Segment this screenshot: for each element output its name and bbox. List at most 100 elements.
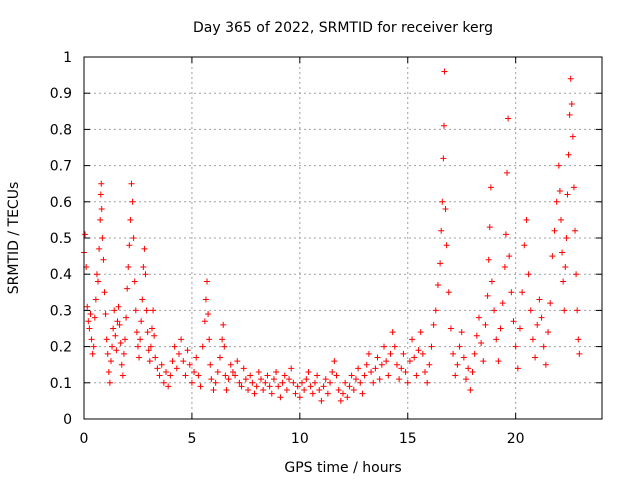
data-point bbox=[136, 354, 143, 361]
data-point bbox=[314, 372, 321, 379]
data-point bbox=[257, 376, 264, 383]
data-point bbox=[460, 354, 467, 361]
data-point bbox=[568, 101, 575, 108]
x-tick-label: 0 bbox=[80, 431, 89, 447]
data-point bbox=[264, 372, 271, 379]
data-point bbox=[542, 361, 549, 368]
data-point bbox=[512, 343, 519, 350]
data-point bbox=[101, 289, 108, 296]
data-point bbox=[547, 300, 554, 307]
data-point bbox=[210, 387, 217, 394]
data-point bbox=[557, 216, 564, 223]
data-point bbox=[279, 379, 286, 386]
data-point bbox=[393, 361, 400, 368]
data-point bbox=[151, 332, 158, 339]
data-point bbox=[283, 387, 290, 394]
x-tick-label: 15 bbox=[399, 431, 417, 447]
data-point bbox=[473, 332, 480, 339]
data-point bbox=[458, 329, 465, 336]
data-point bbox=[430, 321, 437, 328]
data-point bbox=[87, 311, 94, 318]
data-point bbox=[169, 358, 176, 365]
data-point bbox=[156, 372, 163, 379]
data-point bbox=[340, 390, 346, 397]
data-point bbox=[163, 368, 170, 375]
data-point bbox=[482, 321, 489, 328]
data-point bbox=[370, 379, 377, 386]
data-point bbox=[549, 253, 556, 260]
data-point bbox=[298, 379, 305, 386]
data-point bbox=[309, 390, 316, 397]
data-point bbox=[348, 372, 355, 379]
data-point bbox=[251, 390, 258, 397]
y-tick-label: 1 bbox=[63, 50, 72, 66]
data-point bbox=[106, 379, 113, 386]
data-point bbox=[566, 111, 573, 118]
data-point bbox=[475, 314, 482, 321]
data-point bbox=[505, 115, 512, 122]
data-point bbox=[400, 350, 407, 357]
data-point bbox=[191, 368, 198, 375]
data-points bbox=[81, 68, 583, 404]
data-point bbox=[570, 184, 577, 191]
data-point bbox=[85, 318, 92, 325]
x-axis-label: GPS time / hours bbox=[284, 460, 401, 476]
data-point bbox=[532, 354, 539, 361]
data-point bbox=[160, 379, 167, 386]
data-point bbox=[342, 379, 349, 386]
data-point bbox=[303, 376, 310, 383]
data-point bbox=[268, 390, 275, 397]
data-point bbox=[195, 372, 202, 379]
data-point bbox=[536, 296, 543, 303]
data-point bbox=[563, 235, 570, 241]
data-point bbox=[266, 383, 273, 390]
data-point bbox=[441, 68, 448, 75]
data-point bbox=[383, 358, 390, 365]
data-point bbox=[485, 256, 492, 263]
data-point bbox=[90, 343, 97, 350]
data-point bbox=[486, 224, 493, 231]
y-tick-label: 0.3 bbox=[50, 303, 72, 319]
data-point bbox=[363, 361, 370, 368]
data-point bbox=[134, 343, 141, 350]
data-point bbox=[88, 336, 95, 343]
y-tick-label: 0.1 bbox=[50, 376, 72, 392]
data-point bbox=[576, 350, 583, 357]
data-point bbox=[139, 296, 146, 303]
data-point bbox=[212, 379, 219, 386]
data-point bbox=[221, 343, 228, 350]
data-point bbox=[493, 336, 500, 343]
data-point bbox=[247, 372, 254, 379]
data-point bbox=[357, 379, 364, 386]
data-point bbox=[344, 394, 351, 401]
data-point bbox=[148, 325, 155, 332]
data-point bbox=[556, 187, 563, 194]
data-point bbox=[519, 289, 526, 296]
data-point bbox=[311, 379, 318, 386]
data-point bbox=[111, 307, 118, 314]
data-point bbox=[290, 379, 297, 386]
data-point bbox=[133, 329, 140, 336]
data-point bbox=[443, 242, 450, 249]
data-point bbox=[569, 133, 576, 140]
data-point bbox=[573, 271, 580, 278]
data-point bbox=[320, 383, 327, 390]
data-point bbox=[112, 332, 119, 339]
data-point bbox=[508, 289, 515, 296]
data-point bbox=[337, 397, 344, 404]
data-point bbox=[120, 350, 127, 357]
y-axis-label: SRMTID / TECUs bbox=[6, 182, 22, 295]
data-point bbox=[440, 155, 447, 162]
data-point bbox=[220, 321, 227, 328]
data-point bbox=[201, 318, 208, 325]
data-point bbox=[381, 343, 388, 350]
data-point bbox=[361, 372, 368, 379]
data-point bbox=[510, 318, 517, 325]
data-point bbox=[411, 354, 418, 361]
data-point bbox=[207, 361, 214, 368]
data-point bbox=[286, 376, 293, 383]
data-point bbox=[124, 285, 131, 292]
data-point bbox=[205, 311, 212, 318]
data-point bbox=[184, 347, 191, 354]
